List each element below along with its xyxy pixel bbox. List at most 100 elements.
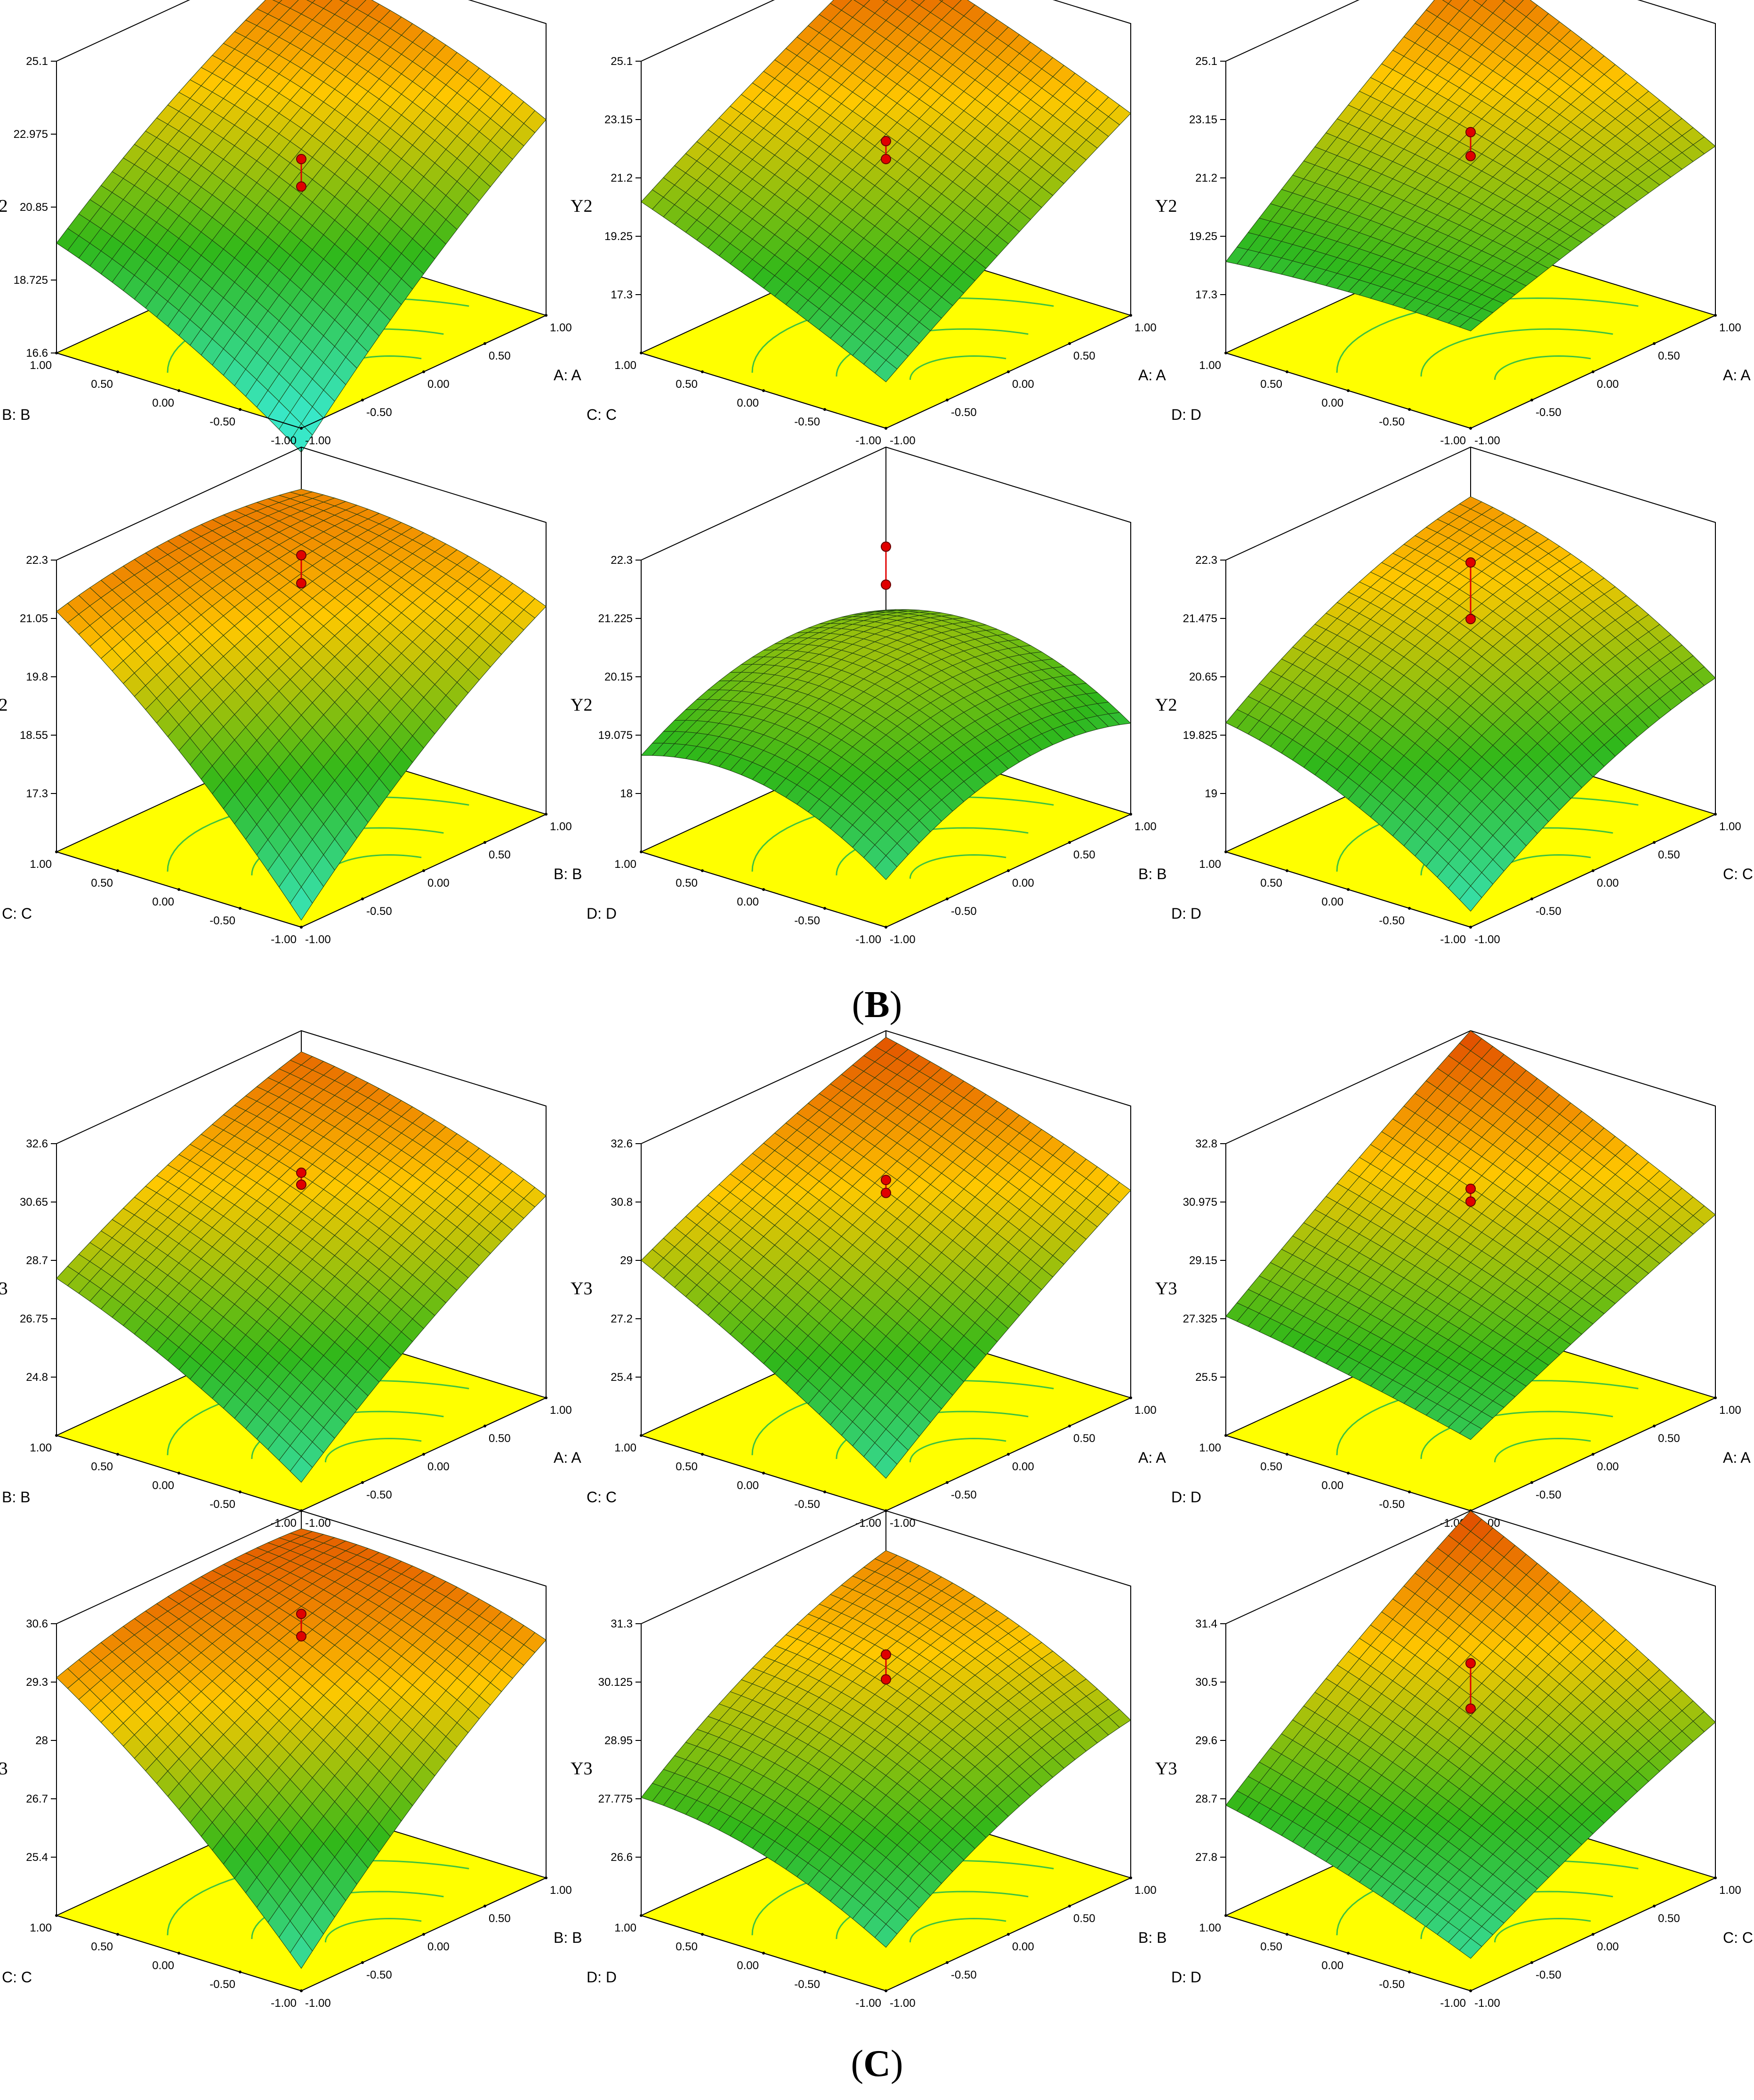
z-tick-label: 18.55	[20, 729, 48, 742]
surface-cell	[1459, 1422, 1482, 1440]
z-tick-label: 32.8	[1195, 1138, 1217, 1150]
x-tick-mark	[1530, 898, 1533, 900]
x-tick-label: 0.50	[1073, 849, 1095, 861]
design-point-marker	[881, 1175, 891, 1186]
z-tick-label: 22.3	[1195, 554, 1217, 567]
caption-b: (B)	[0, 984, 1754, 1026]
z-axis-label: Y2	[1155, 695, 1177, 715]
y-tick-label: 0.00	[1321, 397, 1344, 409]
y-tick-label: 0.50	[1260, 1460, 1282, 1473]
z-tick-label: 28.7	[26, 1254, 48, 1267]
x-tick-mark	[1007, 1453, 1010, 1456]
y-tick-mark	[239, 408, 241, 411]
x-tick-label: -0.50	[1536, 406, 1561, 419]
design-point-marker	[296, 1167, 306, 1178]
y-tick-label: 1.00	[614, 858, 636, 871]
z-tick-label: 19.8	[26, 671, 48, 683]
z-tick-label: 26.7	[26, 1793, 48, 1805]
x-tick-mark	[1007, 869, 1010, 872]
x-tick-label: 0.50	[1658, 1432, 1680, 1445]
z-tick-label: 32.6	[611, 1138, 633, 1150]
y-tick-mark	[1408, 907, 1411, 910]
x-tick-mark	[545, 1396, 547, 1399]
y-tick-mark	[762, 888, 765, 891]
y-tick-label: 1.00	[1199, 359, 1221, 372]
x-tick-mark	[1653, 1425, 1656, 1427]
y-tick-label: -1.00	[271, 933, 297, 946]
z-tick-label: 24.8	[26, 1371, 48, 1384]
y-tick-label: 0.50	[91, 1460, 113, 1473]
y-axis-label: B: B	[2, 1489, 30, 1506]
z-tick-label: 21.475	[1183, 612, 1217, 625]
x-tick-label: -1.00	[305, 933, 331, 946]
z-tick-label: 27.325	[1183, 1313, 1217, 1325]
y-tick-mark	[1224, 850, 1227, 853]
y-tick-mark	[762, 1472, 765, 1475]
surface-plot-svg: 25.426.72829.330.6Y3-1.00-0.500.000.501.…	[0, 1510, 582, 2010]
y-tick-mark	[701, 370, 704, 373]
x-tick-label: 0.00	[1012, 1460, 1034, 1473]
y-tick-mark	[1408, 1491, 1411, 1493]
z-tick-label: 28	[35, 1734, 48, 1747]
z-tick-label: 30.65	[20, 1196, 48, 1209]
surface-plot-svg: 17.319.2521.223.1525.1Y2-1.00-0.500.000.…	[1155, 0, 1751, 447]
surface-mesh	[56, 1528, 547, 1969]
z-tick-label: 22.975	[14, 128, 48, 141]
z-tick-label: 19.25	[1189, 230, 1217, 243]
x-tick-label: -0.50	[951, 1489, 977, 1501]
surface-plot-svg: 16.618.72520.8522.97525.1Y2-1.00-0.500.0…	[0, 0, 581, 453]
x-tick-mark	[1653, 841, 1656, 844]
x-tick-mark	[1714, 314, 1717, 317]
x-tick-mark	[1530, 399, 1533, 401]
x-tick-mark	[1129, 1396, 1132, 1399]
surface-mesh	[1225, 0, 1716, 331]
z-tick-label: 21.2	[1195, 172, 1217, 184]
y-tick-label: 1.00	[614, 1442, 636, 1454]
z-axis-label: Y3	[571, 1279, 592, 1298]
z-axis-label: Y2	[1155, 196, 1177, 216]
surface-plot-c-y3-a-c: 25.4 27.2 29 30.8 32.6 Y3 -1.00 -0.50 0.00 0.50 1.…	[571, 1030, 1169, 1534]
z-tick-label: 32.6	[26, 1138, 48, 1150]
design-point-marker	[1465, 1196, 1476, 1207]
x-tick-label: 1.00	[550, 820, 572, 833]
z-tick-label: 17.3	[611, 289, 633, 301]
x-tick-label: -0.50	[366, 1489, 392, 1501]
y-tick-mark	[300, 926, 303, 929]
y-tick-mark	[55, 850, 58, 853]
x-tick-label: 0.50	[489, 849, 511, 861]
design-point-marker	[1465, 127, 1476, 137]
z-tick-label: 25.5	[1195, 1371, 1217, 1384]
y-tick-mark	[300, 427, 303, 430]
z-tick-label: 23.15	[604, 113, 633, 126]
x-tick-mark	[422, 869, 425, 872]
y-tick-mark	[177, 888, 180, 891]
z-tick-label: 30.975	[1183, 1196, 1217, 1209]
y-axis-label: C: C	[2, 905, 32, 922]
z-tick-label: 20.15	[604, 671, 633, 683]
y-tick-label: 0.50	[1260, 877, 1282, 890]
design-point-marker	[881, 541, 891, 552]
x-tick-mark	[1714, 813, 1717, 816]
x-tick-mark	[1068, 1425, 1071, 1427]
y-tick-label: 1.00	[30, 858, 52, 871]
surface-plot-b-y2-b-c: 17.318.5519.821.0522.3Y2-1.00-0.500.000.…	[0, 446, 585, 951]
y-tick-mark	[640, 1434, 643, 1437]
z-tick-label: 30.8	[611, 1196, 633, 1209]
x-tick-label: 0.50	[1073, 1432, 1095, 1445]
z-axis-label: Y2	[0, 196, 8, 216]
x-tick-label: 0.50	[489, 1432, 511, 1445]
x-tick-label: 0.00	[1597, 877, 1619, 890]
x-tick-label: -0.50	[951, 905, 977, 918]
surface-cell	[1459, 885, 1482, 912]
z-tick-label: 25.1	[26, 55, 48, 68]
z-tick-label: 25.4	[611, 1371, 633, 1384]
x-tick-mark	[1068, 841, 1071, 844]
x-tick-mark	[946, 399, 949, 401]
surface-plot-b-y2-b-d: 18 19.075 20.15 21.225 22.3 Y2 -1.00 -0.50 0.00 0…	[571, 446, 1169, 951]
y-tick-mark	[55, 352, 58, 354]
x-tick-label: 1.00	[1134, 321, 1157, 334]
y-axis-label: D: D	[1171, 406, 1201, 423]
surface-mesh	[641, 0, 1131, 383]
x-tick-label: 0.50	[489, 350, 511, 362]
surface-cell	[290, 886, 313, 921]
